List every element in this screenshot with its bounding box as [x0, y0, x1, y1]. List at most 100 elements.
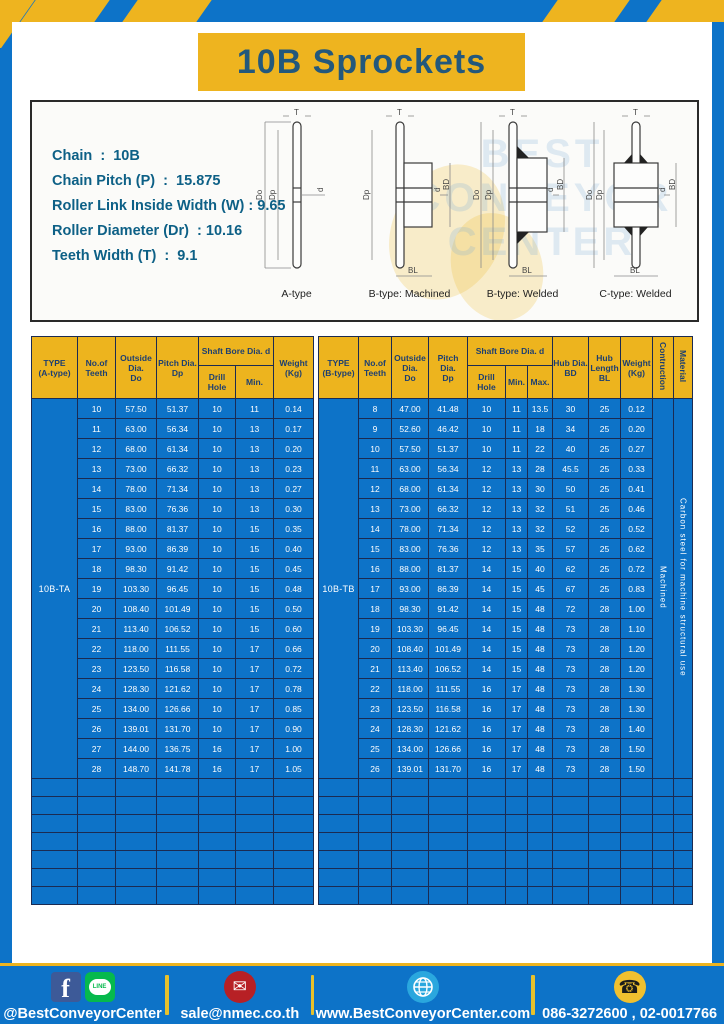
cell [115, 814, 157, 833]
table-b-type: TYPE (B-type) No.of Teeth Outside Dia. D… [318, 336, 694, 905]
cell: 17 [234, 638, 275, 659]
cell: 17 [234, 758, 275, 779]
cell: 10 [198, 658, 236, 679]
diagram-b-type-machined: T Dp d BD BL B-type: Machined [353, 108, 466, 314]
cell: 52.60 [391, 418, 429, 439]
cell: 57 [552, 538, 590, 559]
cell: 76.36 [156, 498, 199, 519]
cell: 48 [526, 598, 554, 619]
cell: 16 [198, 758, 236, 779]
cell: 10 [198, 618, 236, 639]
footer-social[interactable]: f LINE @BestConveyorCenter [0, 966, 165, 1024]
col-header-max: Max. [526, 365, 554, 399]
cell: 10 [467, 418, 506, 439]
cell: 131.70 [156, 718, 199, 739]
cell [358, 832, 392, 851]
cell: 22 [526, 438, 554, 459]
spec-line-pitch: Chain Pitch (P) : 15.875 [52, 173, 221, 189]
social-handle[interactable]: @BestConveyorCenter [3, 1006, 162, 1022]
email-icon[interactable]: ✉ [223, 971, 256, 1003]
cell [467, 868, 506, 887]
facebook-icon[interactable]: f [50, 972, 81, 1002]
cell: 23 [358, 698, 392, 719]
cell: 48 [526, 678, 554, 699]
cell [198, 778, 236, 797]
col-header-construction: Contruction [652, 336, 675, 399]
cell: 18 [526, 418, 554, 439]
cell [31, 886, 78, 905]
cell [391, 850, 429, 869]
cell: 25 [588, 458, 622, 479]
stripe-decoration [542, 0, 630, 22]
table-a-body: 10B-TA 10 57.50 51.37 10 11 0.14 11 63.00 56.34 10… [31, 398, 315, 905]
table-row: 17 93.00 86.39 10 15 0.40 [32, 538, 315, 559]
cell: 71.34 [156, 478, 199, 499]
cell [652, 886, 675, 905]
email-address[interactable]: sale@nmec.co.th [180, 1006, 300, 1022]
footer-phone[interactable]: ☎ 086-3272600 , 02-0017766 [535, 966, 724, 1024]
cell [31, 832, 78, 851]
cell [428, 886, 468, 905]
cell: 25 [588, 578, 622, 599]
cell [234, 832, 275, 851]
cell [156, 814, 199, 833]
cell: 1.50 [620, 738, 654, 759]
cell: 98.30 [391, 598, 429, 619]
cell [526, 868, 554, 887]
svg-text:d: d [316, 188, 325, 192]
cell: 51 [552, 498, 590, 519]
cell [77, 778, 116, 797]
cell [526, 796, 554, 815]
cell: 12 [467, 518, 506, 539]
svg-text:T: T [633, 108, 638, 117]
stripe-decoration [646, 0, 724, 22]
cell [620, 814, 654, 833]
cell [673, 868, 694, 887]
cell: 15 [234, 518, 275, 539]
footer-email[interactable]: ✉ sale@nmec.co.th [169, 966, 311, 1024]
table-row: 18 98.30 91.42 14 15 48 72 28 1.00 [319, 598, 693, 619]
table-row: 24 128.30 121.62 16 17 48 73 28 1.40 [319, 718, 693, 739]
spec-box: BEST CONVEYOR CENTER Chain : 10B Chain P… [30, 100, 699, 322]
cell: 10 [198, 558, 236, 579]
cell: 81.37 [428, 558, 468, 579]
table-row: 9 52.60 46.42 10 11 18 34 25 0.20 [319, 418, 693, 439]
cell: 116.58 [428, 698, 468, 719]
footer-website[interactable]: www.BestConveyorCenter.com [314, 966, 531, 1024]
cell: 28 [588, 598, 622, 619]
cell: 45 [526, 578, 554, 599]
cell: 86.39 [428, 578, 468, 599]
cell [234, 796, 275, 815]
website-url[interactable]: www.BestConveyorCenter.com [315, 1006, 531, 1022]
spec-line-chain: Chain : 10B [52, 148, 140, 164]
cell [652, 814, 675, 833]
col-header-pitch-dia: Pitch Dia. Dp [156, 336, 199, 399]
table-row: 10 57.50 51.37 10 11 22 40 25 0.27 [319, 438, 693, 459]
cell: 0.27 [620, 438, 654, 459]
cell: 13 [234, 418, 275, 439]
svg-text:BL: BL [408, 266, 418, 275]
cell: 1.30 [620, 698, 654, 719]
col-header-teeth: No.of Teeth [358, 336, 392, 399]
a-type-drawing: T Do Dp d [255, 108, 325, 269]
empty-row [31, 778, 315, 797]
cell: 78.00 [391, 518, 429, 539]
table-b-body: 10B-TB 8 47.00 41.48 10 11 13.5 30 25 0.12 Machine… [318, 398, 694, 905]
cell: 0.12 [620, 398, 654, 419]
table-row: 13 73.00 66.32 10 13 0.23 [32, 458, 315, 479]
globe-icon[interactable] [406, 971, 439, 1003]
table-row: 14 78.00 71.34 12 13 32 52 25 0.52 [319, 518, 693, 539]
cell [115, 886, 157, 905]
phone-numbers[interactable]: 086-3272600 , 02-0017766 [542, 1006, 718, 1022]
cell: 93.00 [115, 538, 157, 559]
cell: 0.45 [273, 558, 315, 579]
cell: 14 [467, 618, 506, 639]
cell [428, 868, 468, 887]
line-icon[interactable]: LINE [84, 972, 115, 1002]
table-row: 11 63.00 56.34 10 13 0.17 [32, 418, 315, 439]
table-row: 26 139.01 131.70 16 17 48 73 28 1.50 [319, 758, 693, 779]
cell: 26 [358, 758, 392, 779]
col-header-material: Material [673, 336, 694, 399]
cell: 111.55 [156, 638, 199, 659]
phone-icon[interactable]: ☎ [613, 971, 646, 1003]
